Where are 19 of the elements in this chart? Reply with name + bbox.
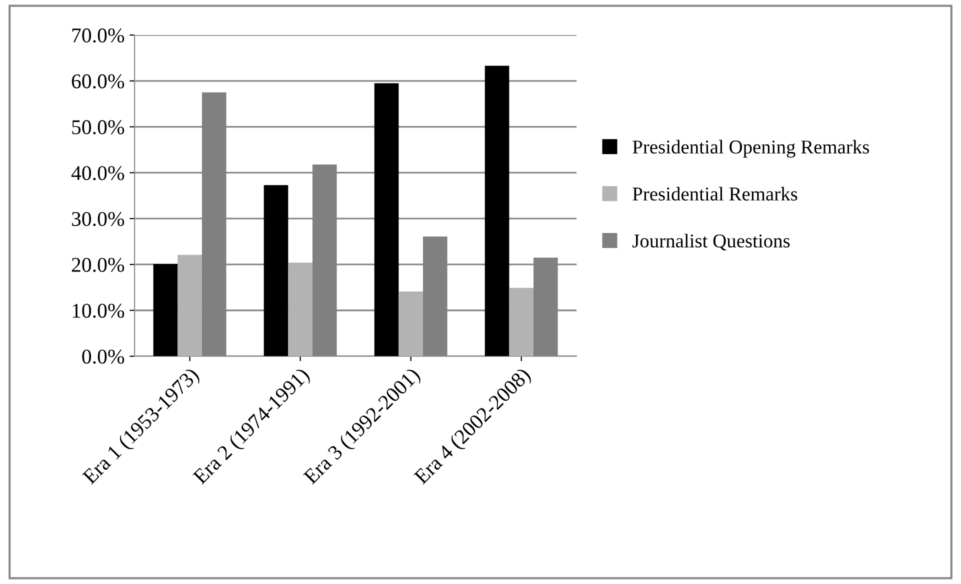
- bar: [484, 66, 510, 356]
- y-tick-label: 30.0%: [72, 212, 124, 226]
- y-tick-label: 50.0%: [72, 120, 124, 134]
- bar: [178, 254, 202, 356]
- legend-label: Presidential Remarks: [632, 186, 798, 201]
- bar: [153, 264, 178, 356]
- bar: [264, 185, 288, 356]
- y-tick-label: 60.0%: [72, 74, 124, 88]
- y-tick-label: 10.0%: [72, 304, 124, 318]
- bar: [288, 262, 312, 356]
- legend-label: Presidential Opening Remarks: [632, 140, 870, 158]
- y-tick-label: 0.0%: [82, 350, 124, 364]
- y-tick-label: 20.0%: [72, 258, 124, 272]
- bar: [398, 292, 423, 356]
- bar: [374, 83, 399, 356]
- bar: [509, 288, 534, 356]
- y-tick-label: 70.0%: [72, 28, 124, 43]
- y-tick-label: 40.0%: [71, 166, 124, 180]
- legend-label: Journalist Questions: [632, 234, 790, 250]
